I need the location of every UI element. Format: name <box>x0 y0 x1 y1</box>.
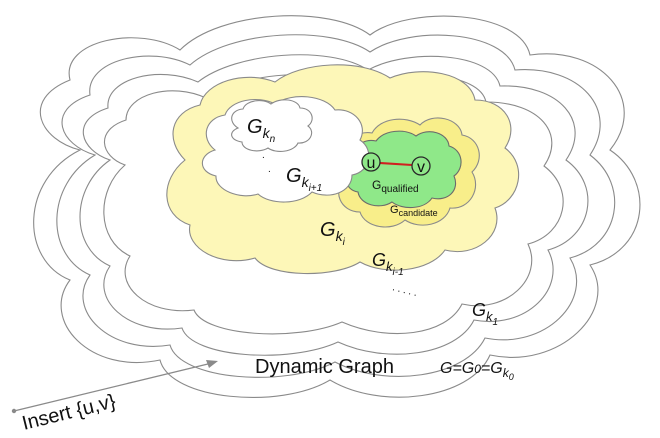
g-ki-subsub: i <box>343 237 346 248</box>
g-kn-cloud <box>231 99 313 152</box>
vertex-u: u <box>361 152 381 172</box>
g-ki1-subsub: i+1 <box>309 183 323 194</box>
g-qualified-sub: qualified <box>381 184 418 195</box>
g-ki-base: G <box>320 219 336 241</box>
g-qualified-base: G <box>372 178 381 192</box>
formula-g0sub: 0 <box>474 362 481 376</box>
dots-upper: . <box>262 150 265 161</box>
formula-k: k <box>503 366 510 380</box>
g-candidate-label: Gcandidate <box>390 204 438 218</box>
vertex-u-label: u <box>367 155 376 172</box>
vertex-v-label: v <box>417 159 425 176</box>
vertex-v: v <box>411 156 431 176</box>
g-k1-subsub: 1 <box>493 317 499 328</box>
g-qualified-label: Gqualified <box>372 178 419 195</box>
vertex-u-circle <box>361 152 381 172</box>
g-k1-label: Gk1 <box>472 300 498 328</box>
g-kim1-sub: k <box>386 259 394 274</box>
dots-upper-2: . <box>268 164 271 175</box>
g-candidate-base: G <box>390 204 399 216</box>
insert-arrow <box>11 360 218 414</box>
insert-arrow-line <box>13 362 213 412</box>
edge-u-v <box>379 162 413 166</box>
g-ki1-base: G <box>286 165 302 187</box>
dynamic-graph-formula: G=G0=Gk0 <box>440 360 514 382</box>
g-kim1-label: Gki-1 <box>372 250 404 278</box>
g-ki1-sub: k <box>302 174 310 190</box>
vertex-v-circle <box>411 156 431 176</box>
g-kn-base: G <box>247 116 263 138</box>
g-kn-subsub: n <box>270 134 276 145</box>
g-kn-sub: k <box>263 125 271 141</box>
g-kn-label: Gkn <box>247 116 276 145</box>
g-kim1-base: G <box>372 250 386 270</box>
g-k1-sub: k <box>486 309 494 324</box>
g-candidate-sub: candidate <box>399 208 438 218</box>
formula-k0sub: 0 <box>509 372 514 382</box>
g-ki1-label: Gki+1 <box>286 165 322 194</box>
g-kim1-subsub: i-1 <box>393 267 404 278</box>
dynamic-graph-label: Dynamic Graph <box>255 356 394 378</box>
g-k1-base: G <box>472 300 486 320</box>
g-ki-sub: k <box>336 228 344 244</box>
g-ki-label: Gki <box>320 219 346 248</box>
formula-g: G=G <box>440 360 474 377</box>
formula-eq: =G <box>481 360 503 377</box>
insert-arrow-head <box>206 360 218 368</box>
